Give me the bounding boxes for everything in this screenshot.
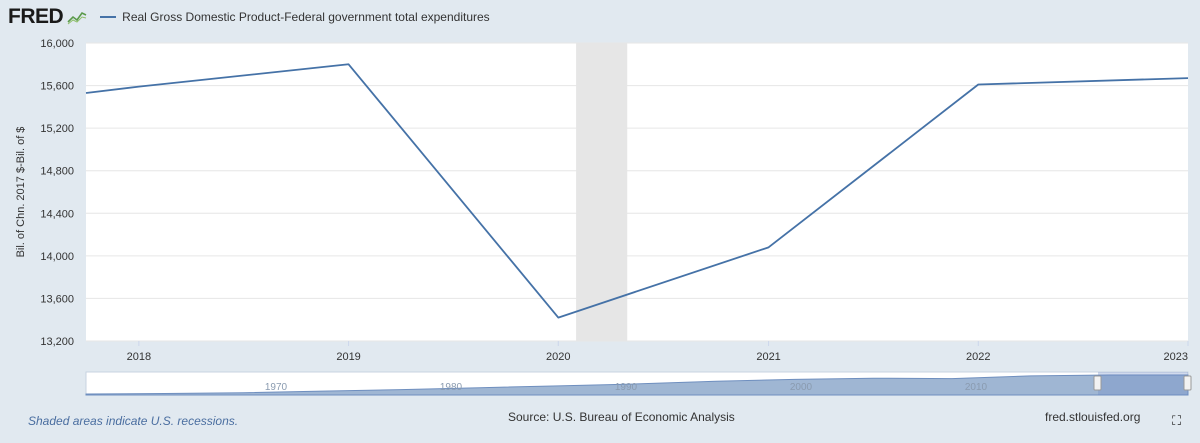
navigator-series — [85, 374, 1189, 396]
navigator-year-label: 1980 — [440, 382, 463, 393]
plot-area — [86, 43, 1188, 341]
y-tick-label: 15,200 — [40, 123, 74, 135]
x-tick-label: 2020 — [546, 351, 570, 363]
navigator-handle[interactable] — [1093, 375, 1102, 391]
navigator-year-label: 2000 — [790, 382, 813, 393]
recession-note: Shaded areas indicate U.S. recessions. — [28, 414, 239, 428]
fullscreen-icon[interactable]: ⛶ — [1172, 413, 1182, 428]
fred-logo-chart-icon — [66, 8, 89, 26]
legend-label: Real Gross Domestic Product-Federal gove… — [122, 10, 490, 24]
series-line — [85, 63, 1189, 319]
navigator-year-label: 1970 — [265, 382, 288, 393]
x-tick-label: 2018 — [127, 351, 151, 363]
navigator-year-label: 1990 — [615, 382, 638, 393]
legend: Real Gross Domestic Product-Federal gove… — [100, 10, 490, 24]
recession-band — [576, 43, 628, 341]
y-tick-label: 15,600 — [40, 81, 74, 93]
y-tick-label: 14,000 — [40, 251, 74, 263]
x-tick-label: 2019 — [336, 351, 360, 363]
site-link[interactable]: fred.stlouisfed.org — [1045, 410, 1141, 424]
fred-logo[interactable]: FRED — [8, 5, 64, 28]
navigator-selection[interactable] — [1098, 372, 1188, 395]
y-axis-label: Bil. of Chn. 2017 $-Bil. of $ — [15, 127, 27, 258]
legend-swatch — [100, 16, 117, 18]
navigator-year-label: 2010 — [965, 382, 988, 393]
x-tick-label: 2021 — [756, 351, 780, 363]
y-tick-label: 14,800 — [40, 166, 74, 178]
navigator-handle[interactable] — [1183, 375, 1192, 391]
source-credit: Source: U.S. Bureau of Economic Analysis — [508, 410, 735, 424]
y-tick-label: 14,400 — [40, 208, 74, 220]
y-tick-label: 13,600 — [40, 293, 74, 305]
y-tick-label: 16,000 — [40, 38, 74, 50]
y-tick-label: 13,200 — [40, 336, 74, 348]
x-tick-label: 2022 — [966, 351, 990, 363]
x-tick-label: 2023 — [1164, 351, 1188, 363]
chart-header: FRED Real Gross Domestic Product-Federal… — [8, 4, 1188, 30]
